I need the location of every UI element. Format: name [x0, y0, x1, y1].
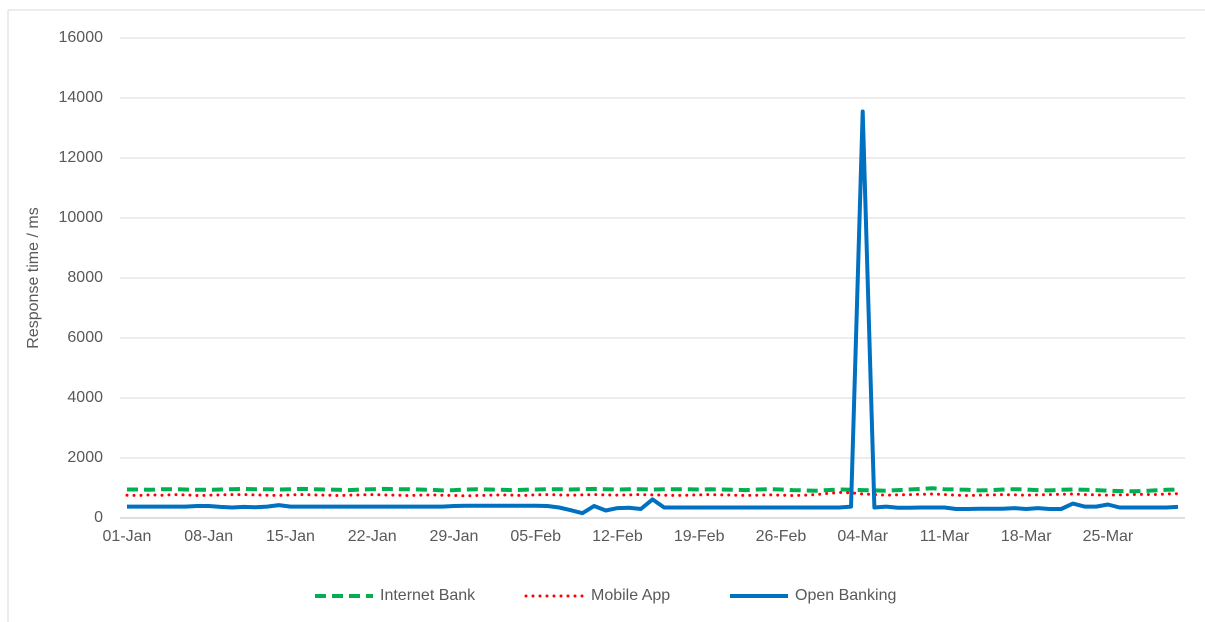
- x-tick-label: 29-Jan: [430, 528, 479, 545]
- x-tick-label: 05-Feb: [510, 528, 561, 545]
- legend-label: Open Banking: [795, 587, 896, 604]
- x-tick-label: 12-Feb: [592, 528, 643, 545]
- x-tick-label: 25-Mar: [1083, 528, 1134, 545]
- series-line: [125, 491, 1180, 498]
- legend-label: Internet Bank: [380, 587, 476, 604]
- y-tick-label: 16000: [59, 29, 104, 46]
- x-tick-label: 18-Mar: [1001, 528, 1052, 545]
- legend-label: Mobile App: [591, 587, 670, 604]
- x-tick-label: 01-Jan: [103, 528, 152, 545]
- y-tick-label: 12000: [59, 149, 104, 166]
- x-tick-label: 22-Jan: [348, 528, 397, 545]
- y-tick-label: 2000: [67, 449, 103, 466]
- y-tick-label: 0: [94, 509, 103, 526]
- x-tick-label: 26-Feb: [756, 528, 807, 545]
- y-axis-label: Response time / ms: [25, 207, 42, 348]
- x-tick-label: 15-Jan: [266, 528, 315, 545]
- series-line: [127, 109, 1179, 516]
- x-tick-label: 11-Mar: [920, 528, 970, 545]
- x-tick-label: 04-Mar: [837, 528, 888, 545]
- y-tick-label: 10000: [59, 209, 104, 226]
- y-tick-label: 6000: [67, 329, 103, 346]
- y-tick-label: 4000: [67, 389, 103, 406]
- series-line: [127, 486, 1179, 494]
- x-tick-label: 08-Jan: [184, 528, 233, 545]
- x-tick-label: 19-Feb: [674, 528, 725, 545]
- y-tick-label: 14000: [59, 89, 104, 106]
- y-tick-label: 8000: [67, 269, 103, 286]
